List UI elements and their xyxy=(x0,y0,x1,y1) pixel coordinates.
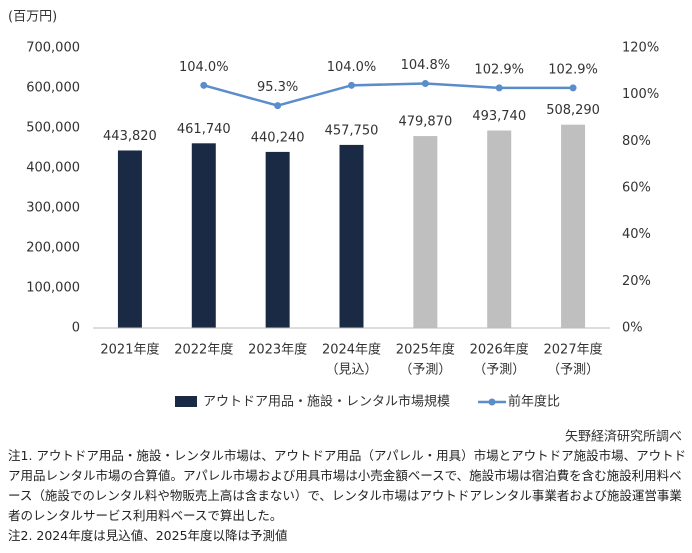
x-tick-label: 2022年度 xyxy=(174,342,233,358)
bar xyxy=(191,143,216,328)
bar-value-label: 508,290 xyxy=(546,103,600,118)
line-value-label: 104.0% xyxy=(179,60,229,75)
line-marker xyxy=(421,79,429,87)
bar-value-label: 457,750 xyxy=(325,123,379,138)
line-value-label: 104.0% xyxy=(327,60,377,75)
y-tick-label: 600,000 xyxy=(26,81,80,96)
y-tick-label: 100,000 xyxy=(26,281,80,296)
y2-tick-label: 20% xyxy=(622,274,651,289)
bar xyxy=(117,150,142,328)
line-marker xyxy=(200,81,208,89)
line-marker xyxy=(348,81,355,89)
line-value-label: 104.8% xyxy=(401,58,451,73)
line-marker xyxy=(274,102,282,110)
line-value-label: 102.9% xyxy=(548,62,598,77)
bar xyxy=(265,151,290,328)
chart: (百万円) 矢野経済研究所調べ 0 100,000 200,000 300,000 40… xyxy=(8,10,682,445)
y2-tick-label: 80% xyxy=(622,134,651,149)
x-tick-label: 2025年度 xyxy=(396,342,455,358)
y-tick-label: 0 xyxy=(72,321,80,336)
y2-tick-label: 100% xyxy=(622,87,659,102)
y-tick-label: 500,000 xyxy=(26,121,80,136)
bar-value-label: 461,740 xyxy=(177,122,231,137)
y-tick-label: 700,000 xyxy=(26,41,80,56)
bar-value-label: 479,870 xyxy=(398,115,452,130)
y2-tick-label: 0% xyxy=(622,321,643,336)
notes: 注1. アウトドア用品・施設・レンタル市場は、アウトドア用品（アパレル・用具）市… xyxy=(8,446,688,546)
line-marker xyxy=(569,84,577,92)
source: 矢野経済研究所調べ xyxy=(565,429,682,445)
x-tick-label: 2021年度 xyxy=(100,342,159,358)
bar xyxy=(487,130,512,328)
legend-label: 前年度比 xyxy=(508,394,560,410)
bar-value-label: 443,820 xyxy=(103,129,157,144)
legend-label: アウトドア用品・施設・レンタル市場規模 xyxy=(203,394,450,410)
x-tick-label: 2027年度 xyxy=(544,342,603,358)
y2-tick-label: 60% xyxy=(622,181,651,196)
y-axis-label: (百万円) xyxy=(8,10,57,25)
x-tick-note: （予測） xyxy=(473,363,525,378)
x-tick-label: 2023年度 xyxy=(248,342,307,358)
x-tick-note: （予測） xyxy=(399,363,451,378)
x-tick-label: 2026年度 xyxy=(470,342,529,358)
note: 注2. 2024年度は見込値、2025年度以降は予測値 xyxy=(8,528,288,543)
note: 注1. アウトドア用品・施設・レンタル市場は、アウトドア用品（アパレル・用具）市… xyxy=(8,448,687,523)
line-value-label: 95.3% xyxy=(257,80,298,95)
y-tick-label: 200,000 xyxy=(26,241,80,256)
bar xyxy=(339,144,364,328)
line xyxy=(203,82,574,107)
bar-value-label: 440,240 xyxy=(251,130,305,145)
legend-swatch xyxy=(175,396,197,407)
x-tick-note: （見込） xyxy=(325,363,377,378)
line-value-label: 102.9% xyxy=(474,62,524,77)
x-tick-note: （予測） xyxy=(547,363,599,378)
x-tick-label: 2024年度 xyxy=(322,342,381,358)
y2-tick-label: 40% xyxy=(622,227,651,242)
bar xyxy=(561,124,586,329)
bar xyxy=(413,136,438,328)
y2-tick-label: 120% xyxy=(622,41,659,56)
line-marker xyxy=(495,84,503,92)
legend-swatch xyxy=(488,398,496,406)
bar-value-label: 493,740 xyxy=(472,109,526,124)
y-tick-label: 400,000 xyxy=(26,161,80,176)
y-tick-label: 300,000 xyxy=(26,201,80,216)
